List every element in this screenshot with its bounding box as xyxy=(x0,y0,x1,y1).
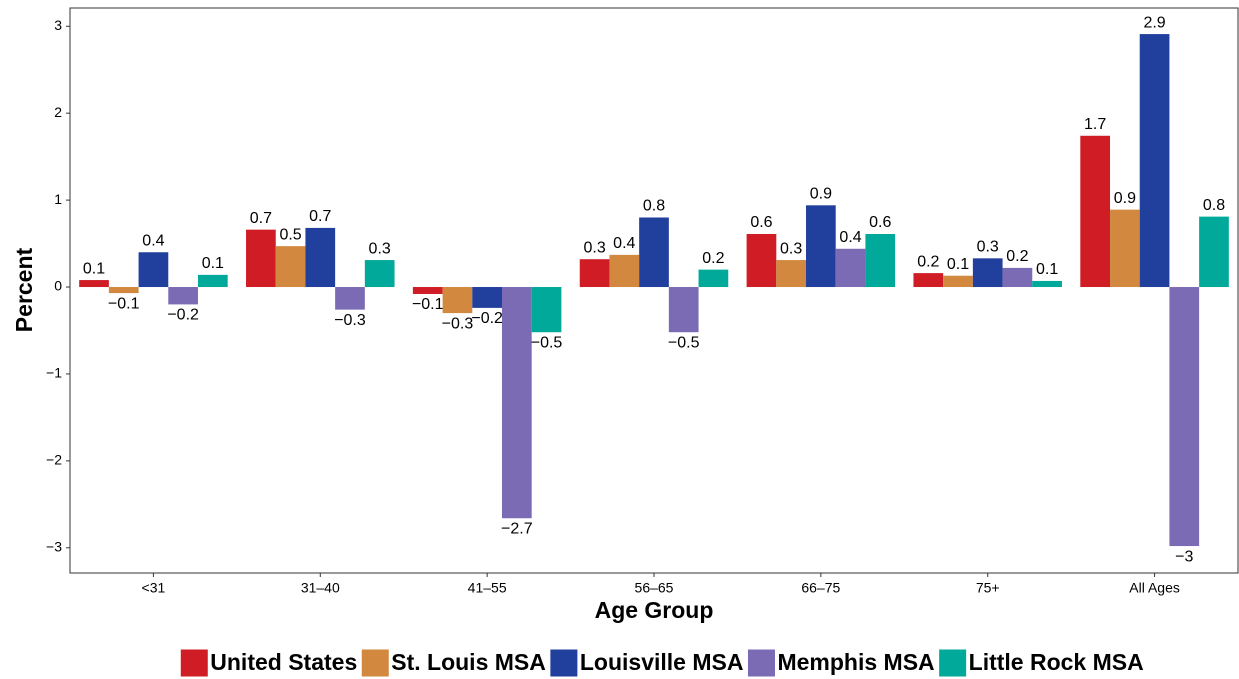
value-label: 1.7 xyxy=(1084,116,1106,133)
y-tick-label: −3 xyxy=(46,538,62,554)
value-label: 0.1 xyxy=(1036,261,1058,278)
legend-text: Little Rock MSA xyxy=(969,649,1144,675)
plot-border xyxy=(69,7,1239,574)
y-tick-label: −1 xyxy=(46,365,62,381)
bar xyxy=(364,260,395,288)
value-label: 0.4 xyxy=(839,229,861,246)
value-label: −0.5 xyxy=(531,334,563,351)
x-axis-title: Age Group xyxy=(595,597,714,623)
x-tick-label: 41–55 xyxy=(468,580,507,596)
value-label: 0.3 xyxy=(369,240,391,257)
bar xyxy=(1169,287,1200,547)
value-label: 0.9 xyxy=(810,186,832,203)
value-label: 0.2 xyxy=(917,253,939,270)
bar xyxy=(972,258,1003,288)
bar xyxy=(943,275,973,288)
bar xyxy=(776,260,807,288)
bar xyxy=(639,217,669,288)
bar xyxy=(835,248,866,288)
bar xyxy=(335,287,365,310)
legend-text: Memphis MSA xyxy=(777,649,934,675)
value-label: 0.3 xyxy=(977,239,999,256)
value-label: 2.9 xyxy=(1143,14,1165,31)
legend-text: United States xyxy=(210,649,357,675)
bar xyxy=(246,229,276,288)
value-label: 0.6 xyxy=(869,214,891,231)
y-tick-label: 3 xyxy=(54,17,62,33)
bar xyxy=(108,287,139,294)
value-label: 0.9 xyxy=(1114,190,1136,207)
y-tick-label: 1 xyxy=(54,191,62,207)
bar xyxy=(472,287,502,308)
bar xyxy=(609,254,640,288)
bar xyxy=(1110,209,1140,288)
y-tick-label: −2 xyxy=(46,452,62,468)
value-label: −0.3 xyxy=(442,315,474,332)
x-tick-label: 66–75 xyxy=(801,580,840,596)
bar xyxy=(138,252,169,288)
value-label: 0.2 xyxy=(1006,248,1028,265)
value-label: −2.7 xyxy=(501,520,533,537)
y-axis-title: Percent xyxy=(11,247,37,332)
x-tick-label: 56–65 xyxy=(635,580,674,596)
value-label: −0.1 xyxy=(412,296,444,313)
bar xyxy=(1199,216,1229,288)
value-label: 0.4 xyxy=(142,232,164,249)
legend-text: Louisville MSA xyxy=(580,649,744,675)
value-label: 0.8 xyxy=(643,198,665,215)
bar xyxy=(1032,280,1062,288)
legend-swatch xyxy=(179,648,209,678)
value-label: 0.5 xyxy=(279,226,301,243)
value-label: 0.8 xyxy=(1203,197,1225,214)
bar xyxy=(668,287,699,333)
legend-swatch xyxy=(549,648,579,678)
value-label: 0.1 xyxy=(83,260,105,277)
value-label: −0.5 xyxy=(668,334,700,351)
x-tick-label: All Ages xyxy=(1129,580,1180,596)
value-label: 0.7 xyxy=(250,210,272,227)
bar xyxy=(865,234,896,288)
value-label: 0.6 xyxy=(750,214,772,231)
value-label: 0.1 xyxy=(202,255,224,272)
x-tick-label: <31 xyxy=(142,580,166,596)
bar xyxy=(275,246,306,288)
bar xyxy=(531,287,562,333)
value-label: −0.1 xyxy=(108,295,140,312)
bar xyxy=(305,227,336,288)
value-label: 0.3 xyxy=(780,240,802,257)
value-label: 0.7 xyxy=(309,208,331,225)
bar xyxy=(197,274,228,288)
bar xyxy=(442,287,473,314)
bar xyxy=(79,280,109,288)
bar xyxy=(1139,34,1170,288)
bar xyxy=(746,234,777,288)
y-tick-label: 0 xyxy=(54,278,62,294)
legend-swatch xyxy=(746,648,776,678)
legend-swatch xyxy=(360,648,390,678)
bar xyxy=(501,287,532,519)
y-tick-label: 2 xyxy=(54,104,62,120)
value-label: 0.4 xyxy=(613,235,635,252)
value-label: 0.3 xyxy=(583,239,605,256)
bar xyxy=(913,273,944,288)
value-label: 0.2 xyxy=(702,250,724,267)
legend-swatch xyxy=(938,648,968,678)
bar xyxy=(806,205,836,288)
bar xyxy=(698,269,729,288)
bar xyxy=(412,287,443,294)
x-tick-label: 31–40 xyxy=(301,580,340,596)
value-label: −0.3 xyxy=(334,312,366,329)
value-label: 0.1 xyxy=(947,256,969,273)
value-label: −0.2 xyxy=(167,307,199,324)
bar xyxy=(168,287,198,305)
value-label: −0.2 xyxy=(471,310,503,327)
bar xyxy=(1002,267,1033,288)
value-label: −3 xyxy=(1175,548,1193,565)
x-tick-label: 75+ xyxy=(976,580,1000,596)
bar xyxy=(579,259,610,288)
legend-text: St. Louis MSA xyxy=(391,649,546,675)
bar xyxy=(1080,135,1111,288)
